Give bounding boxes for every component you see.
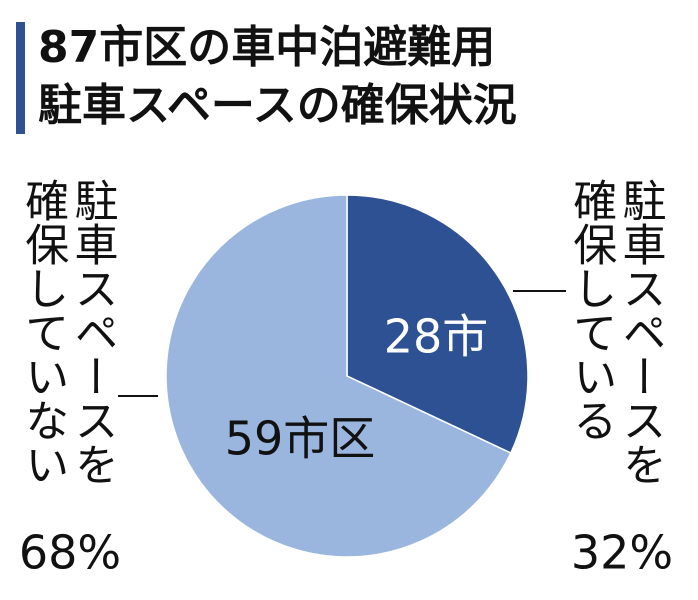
slice-label: 59市区 [225, 412, 376, 466]
title-bar [16, 22, 25, 134]
slice-label: 28市 [384, 310, 489, 364]
title-line: 87市区の車中泊避難用 [38, 22, 495, 73]
value-label: 32% [571, 526, 673, 580]
value-label: 68% [19, 526, 121, 580]
title-line: 駐車スペースの確保状況 [38, 80, 517, 131]
category-label: 駐車スペースを確保している [565, 178, 666, 486]
category-label: 駐車スペースを確保していない [17, 178, 118, 486]
pie-slice [346, 194, 529, 455]
pie-slice [165, 194, 512, 558]
